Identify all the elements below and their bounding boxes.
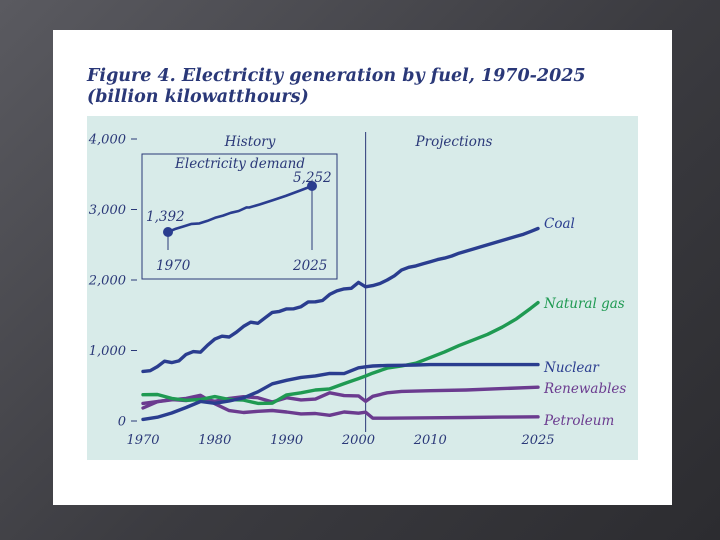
inset-title: Electricity demand	[174, 156, 305, 172]
x-tick-label: 2000	[341, 433, 375, 448]
x-tick-label: 2025	[520, 433, 554, 448]
series-label-petroleum: Petroleum	[543, 413, 614, 429]
series-line-petroleum	[141, 393, 540, 420]
chart-marks: 0 1,000 2,000 3,000 4,000 1970 1980 1990 2000 201…	[88, 132, 626, 448]
y-tick-label: 3,000	[89, 203, 126, 218]
inset-frame	[141, 153, 338, 280]
figure-title-line1: Figure 4. Electricity generation by fuel…	[87, 66, 586, 86]
x-tick-label: 1980	[198, 433, 231, 448]
x-tick-label: 1990	[270, 433, 303, 448]
series-line-coal	[141, 226, 540, 374]
y-tick-label: 0	[118, 415, 126, 430]
inset-end-value: 5,252	[293, 170, 332, 186]
x-tick-label: 1970	[126, 433, 159, 448]
inset-x-end: 2025	[292, 258, 327, 274]
inset-start-value: 1,392	[146, 209, 185, 225]
figure-title: Figure 4. Electricity generation by fuel…	[87, 66, 586, 108]
x-tick-label: 2010	[413, 433, 447, 448]
figure-title-line2: (billion kilowatthours)	[87, 87, 309, 107]
y-tick-label: 2,000	[88, 274, 126, 289]
inset-x-start: 1970	[156, 258, 191, 274]
inset-end-point	[307, 181, 317, 191]
series-label-coal: Coal	[544, 216, 575, 232]
series-label-natural-gas: Natural gas	[543, 296, 625, 312]
series-label-nuclear: Nuclear	[543, 360, 600, 376]
series-line-natural-gas	[141, 300, 540, 406]
plot-panel	[87, 116, 638, 460]
inset-start-point	[163, 227, 173, 237]
series-line-nuclear	[141, 362, 540, 422]
history-label: History	[224, 134, 276, 150]
y-tick-label: 1,000	[89, 344, 126, 359]
projections-label: Projections	[415, 134, 493, 150]
inset-demand-line	[166, 184, 314, 234]
series-label-renewables: Renewables	[543, 381, 626, 397]
y-tick-label: 4,000	[88, 133, 126, 148]
